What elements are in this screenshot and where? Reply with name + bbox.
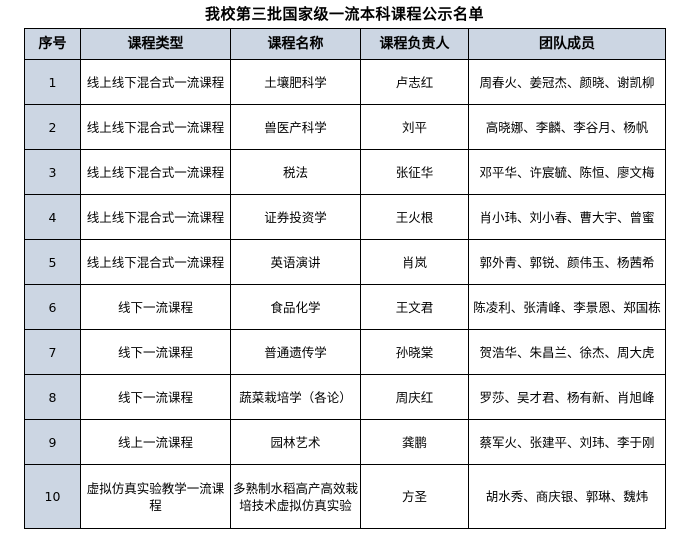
cell-team-members: 邓平华、许宸毓、陈恒、廖文梅 (468, 149, 666, 195)
cell-course-type: 线上线下混合式一流课程 (80, 149, 231, 195)
table-row: 2 线上线下混合式一流课程 兽医产科学 刘平 高晓娜、李麟、李谷月、杨帆 (24, 104, 666, 150)
cell-team-members: 罗莎、吴才君、杨有新、肖旭峰 (468, 374, 666, 420)
cell-course-type: 线下一流课程 (80, 374, 231, 420)
cell-team-members: 蔡军火、张建平、刘玮、李于刚 (468, 419, 666, 465)
course-listing-table: 序号 课程类型 课程名称 课程负责人 团队成员 1 线上线下混合式一流课程 土壤… (24, 28, 666, 529)
cell-course-type: 虚拟仿真实验教学一流课程 (80, 464, 231, 529)
cell-course-leader: 王文君 (360, 284, 469, 330)
cell-course-name: 食品化学 (230, 284, 361, 330)
cell-course-name: 蔬菜栽培学（各论） (230, 374, 361, 420)
cell-course-leader: 龚鹏 (360, 419, 469, 465)
cell-course-name: 税法 (230, 149, 361, 195)
cell-course-leader: 卢志红 (360, 59, 469, 105)
cell-index: 7 (24, 329, 81, 375)
cell-index: 9 (24, 419, 81, 465)
table-header-row: 序号 课程类型 课程名称 课程负责人 团队成员 (24, 28, 666, 60)
table-row: 9 线上一流课程 园林艺术 龚鹏 蔡军火、张建平、刘玮、李于刚 (24, 419, 666, 465)
cell-course-type: 线上线下混合式一流课程 (80, 239, 231, 285)
cell-course-name: 土壤肥科学 (230, 59, 361, 105)
table-row: 3 线上线下混合式一流课程 税法 张征华 邓平华、许宸毓、陈恒、廖文梅 (24, 149, 666, 195)
cell-course-type: 线上线下混合式一流课程 (80, 59, 231, 105)
column-header-course-type: 课程类型 (80, 28, 231, 60)
column-header-team-members: 团队成员 (468, 28, 666, 60)
cell-course-name: 证券投资学 (230, 194, 361, 240)
table-row: 10 虚拟仿真实验教学一流课程 多熟制水稻高产高效栽培技术虚拟仿真实验 方圣 胡… (24, 464, 666, 529)
cell-index: 2 (24, 104, 81, 150)
cell-course-leader: 肖岚 (360, 239, 469, 285)
table-row: 5 线上线下混合式一流课程 英语演讲 肖岚 郭外青、郭锐、颜伟玉、杨茜希 (24, 239, 666, 285)
cell-course-leader: 周庆红 (360, 374, 469, 420)
table-row: 1 线上线下混合式一流课程 土壤肥科学 卢志红 周春火、姜冠杰、颜晓、谢凯柳 (24, 59, 666, 105)
cell-course-name: 英语演讲 (230, 239, 361, 285)
cell-index: 8 (24, 374, 81, 420)
table-row: 8 线下一流课程 蔬菜栽培学（各论） 周庆红 罗莎、吴才君、杨有新、肖旭峰 (24, 374, 666, 420)
cell-course-type: 线上线下混合式一流课程 (80, 104, 231, 150)
page-title: 我校第三批国家级一流本科课程公示名单 (204, 5, 484, 23)
cell-course-leader: 方圣 (360, 464, 469, 529)
cell-team-members: 胡水秀、商庆银、郭琳、魏炜 (468, 464, 666, 529)
column-header-course-name: 课程名称 (230, 28, 361, 60)
table-row: 6 线下一流课程 食品化学 王文君 陈凌利、张清峰、李景恩、郑国栋 (24, 284, 666, 330)
table-row: 4 线上线下混合式一流课程 证券投资学 王火根 肖小玮、刘小春、曹大宇、曾蜜 (24, 194, 666, 240)
table-body: 1 线上线下混合式一流课程 土壤肥科学 卢志红 周春火、姜冠杰、颜晓、谢凯柳 2… (24, 59, 666, 529)
cell-course-name: 园林艺术 (230, 419, 361, 465)
cell-index: 6 (24, 284, 81, 330)
cell-course-leader: 王火根 (360, 194, 469, 240)
cell-index: 10 (24, 464, 81, 529)
cell-team-members: 陈凌利、张清峰、李景恩、郑国栋 (468, 284, 666, 330)
cell-index: 1 (24, 59, 81, 105)
cell-index: 3 (24, 149, 81, 195)
cell-course-leader: 张征华 (360, 149, 469, 195)
cell-team-members: 郭外青、郭锐、颜伟玉、杨茜希 (468, 239, 666, 285)
cell-team-members: 贺浩华、朱昌兰、徐杰、周大虎 (468, 329, 666, 375)
column-header-index: 序号 (24, 28, 81, 60)
table-row: 7 线下一流课程 普通遗传学 孙晓棠 贺浩华、朱昌兰、徐杰、周大虎 (24, 329, 666, 375)
cell-course-type: 线下一流课程 (80, 329, 231, 375)
table-header: 序号 课程类型 课程名称 课程负责人 团队成员 (24, 28, 666, 60)
cell-index: 4 (24, 194, 81, 240)
cell-course-name: 普通遗传学 (230, 329, 361, 375)
cell-course-name: 多熟制水稻高产高效栽培技术虚拟仿真实验 (230, 464, 361, 529)
cell-course-type: 线下一流课程 (80, 284, 231, 330)
cell-team-members: 周春火、姜冠杰、颜晓、谢凯柳 (468, 59, 666, 105)
column-header-course-leader: 课程负责人 (360, 28, 469, 60)
cell-course-leader: 孙晓棠 (360, 329, 469, 375)
cell-course-name: 兽医产科学 (230, 104, 361, 150)
cell-team-members: 高晓娜、李麟、李谷月、杨帆 (468, 104, 666, 150)
cell-course-type: 线上一流课程 (80, 419, 231, 465)
cell-course-leader: 刘平 (360, 104, 469, 150)
cell-course-type: 线上线下混合式一流课程 (80, 194, 231, 240)
course-listing-table-wrapper: 序号 课程类型 课程名称 课程负责人 团队成员 1 线上线下混合式一流课程 土壤… (24, 28, 666, 529)
cell-team-members: 肖小玮、刘小春、曹大宇、曾蜜 (468, 194, 666, 240)
cell-index: 5 (24, 239, 81, 285)
